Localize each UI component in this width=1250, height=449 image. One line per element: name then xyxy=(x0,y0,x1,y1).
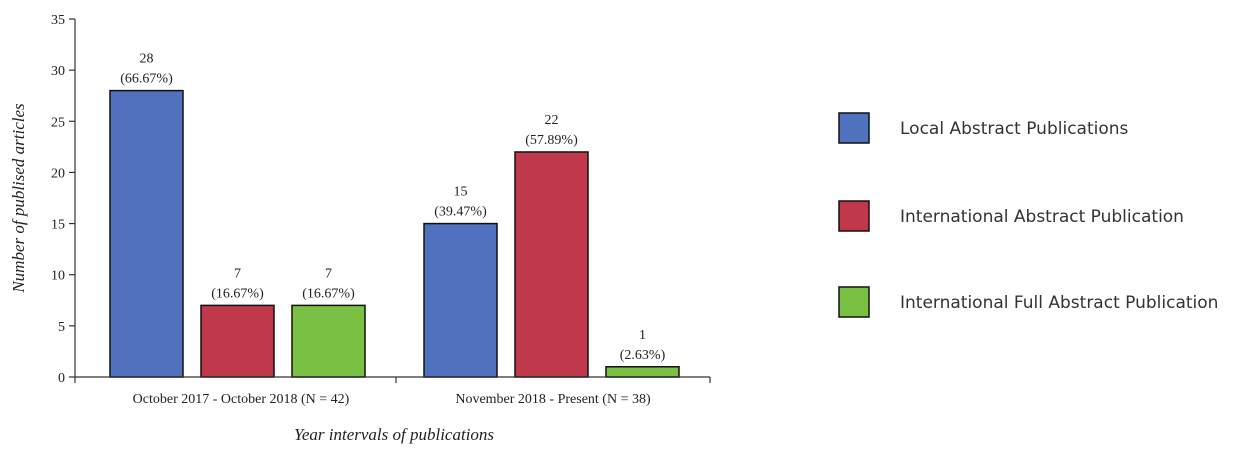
legend-swatch xyxy=(838,286,870,318)
bar-3-2 xyxy=(605,366,680,378)
data-label: 28 xyxy=(140,52,154,67)
legend-swatch xyxy=(838,200,870,232)
legend-label: International Full Abstract Publication xyxy=(900,293,1218,313)
x-tick-label: November 2018 - Present (N = 38) xyxy=(455,392,651,407)
x-axis: October 2017 - October 2018 (N = 42) Nove… xyxy=(74,376,711,407)
x-axis-title: Year intervals of publications xyxy=(294,425,494,444)
data-labels-layer: 28 (66.67%) 7 (16.67%) 7 (16.67%) 15 (39.47%) 22… xyxy=(120,52,665,363)
bar-2-2 xyxy=(514,151,589,378)
legend-swatch xyxy=(838,112,870,144)
y-tick-label: 20 xyxy=(51,166,65,181)
bar-1-1 xyxy=(109,89,184,378)
data-label: 7 xyxy=(234,266,241,281)
data-label: 1 xyxy=(639,328,646,343)
bar-1-2 xyxy=(423,222,498,378)
x-tick-label: October 2017 - October 2018 (N = 42) xyxy=(133,392,350,407)
data-label: 22 xyxy=(545,113,559,128)
y-axis: 0 5 10 15 20 25 30 35 xyxy=(51,13,76,386)
data-label: 7 xyxy=(325,266,332,281)
y-tick-label: 25 xyxy=(51,115,65,130)
bar-2-1 xyxy=(200,304,275,378)
data-label: (57.89%) xyxy=(525,133,578,148)
data-label: (39.47%) xyxy=(434,205,487,220)
data-label: (16.67%) xyxy=(211,286,264,301)
data-label: (16.67%) xyxy=(302,286,355,301)
legend: Local Abstract Publications International… xyxy=(838,112,1218,318)
y-tick-label: 15 xyxy=(51,218,65,233)
data-label: (66.67%) xyxy=(120,72,173,87)
y-tick-label: 10 xyxy=(51,269,65,284)
bar-3-1 xyxy=(291,304,366,378)
legend-label: Local Abstract Publications xyxy=(900,119,1129,139)
data-label: 15 xyxy=(454,185,468,200)
y-tick-label: 5 xyxy=(58,320,65,335)
y-tick-label: 35 xyxy=(51,13,65,28)
legend-label: International Abstract Publication xyxy=(900,207,1184,227)
data-label: (2.63%) xyxy=(620,348,666,363)
y-tick-label: 30 xyxy=(51,64,65,79)
bars-layer xyxy=(109,89,680,378)
y-tick-label: 0 xyxy=(58,371,65,386)
y-axis-title: Number of publised articles xyxy=(9,103,28,294)
